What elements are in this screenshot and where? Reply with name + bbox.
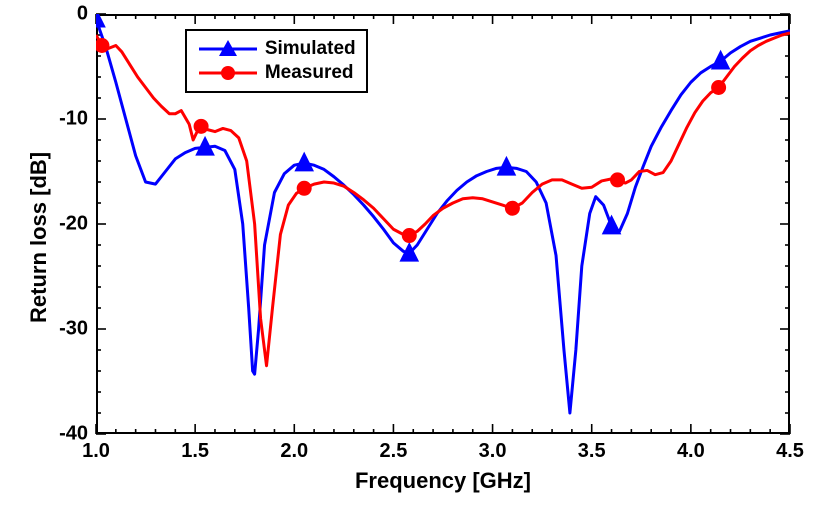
legend-swatch <box>197 63 259 83</box>
y-tick-label: -30 <box>59 318 88 341</box>
x-axis-title: Frequency [GHz] <box>355 468 531 494</box>
x-tick-label: 2.0 <box>280 440 308 463</box>
y-axis-title: Return loss [dB] <box>26 151 52 322</box>
x-tick-label: 1.5 <box>181 440 209 463</box>
return-loss-chart: Return loss [dB] Frequency [GHz] Simulat… <box>0 0 827 519</box>
y-tick-label: -10 <box>59 108 88 131</box>
legend-label: Measured <box>265 62 354 84</box>
legend-item: Simulated <box>197 37 356 61</box>
legend: SimulatedMeasured <box>185 29 368 93</box>
legend-item: Measured <box>197 61 356 85</box>
y-tick-label: -20 <box>59 213 88 236</box>
x-tick-label: 2.5 <box>380 440 408 463</box>
y-tick-label: -40 <box>59 423 88 446</box>
x-tick-label: 4.5 <box>776 440 804 463</box>
x-tick-label: 3.5 <box>578 440 606 463</box>
y-tick-label: 0 <box>77 3 88 26</box>
x-tick-label: 4.0 <box>677 440 705 463</box>
x-tick-label: 3.0 <box>479 440 507 463</box>
legend-swatch <box>197 39 259 59</box>
legend-label: Simulated <box>265 38 356 60</box>
